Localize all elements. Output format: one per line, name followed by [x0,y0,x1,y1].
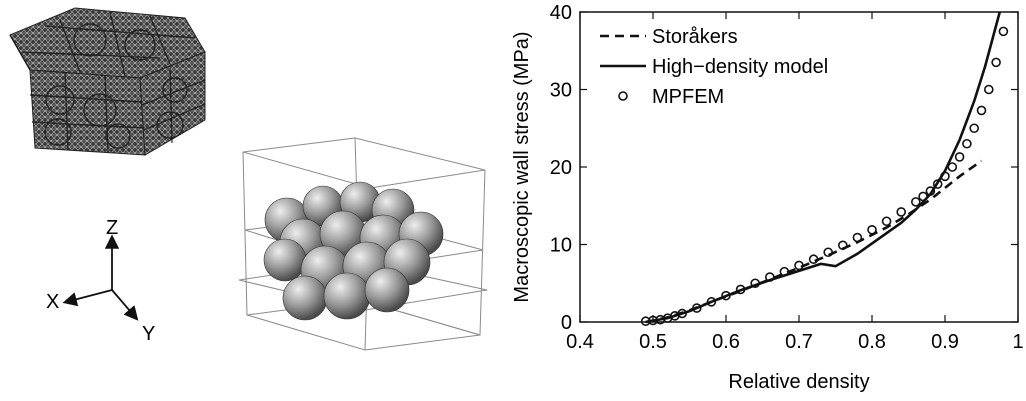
chart-legend: Storåkers High−density model MPFEM [600,26,828,108]
mpfem-point [721,290,731,301]
x-tick-label: 1 [1012,331,1023,353]
mpfem-point [852,232,863,243]
mpfem-point [983,84,994,95]
mpfem-point [910,197,921,207]
mpfem-point [962,138,972,149]
legend-label: Storåkers [652,26,738,48]
mpfem-point [969,123,980,134]
particle-packing-cell [225,130,500,385]
stress-density-chart: 0.4 0.5 0.6 0.7 0.8 0.9 1 0 10 20 30 40 Storåkers Hi… [500,0,1026,396]
x-tick-label: 0.6 [712,331,740,353]
mpfem-point [940,171,950,182]
mpfem-point [735,284,746,295]
y-tick-label: 0 [561,312,572,334]
coordinate-triad: Z X Y [30,210,180,350]
z-axis-label: Z [106,217,118,239]
mpfem-point [794,260,804,271]
y-axis-label: Y [142,323,155,345]
x-tick-label: 0.4 [566,331,594,353]
y-tick-label: 20 [550,157,572,179]
mpfem-point [779,266,790,277]
mpfem-point [881,216,892,227]
mpfem-point [976,105,987,116]
legend-marker [618,91,628,101]
meshed-compact-image [0,0,230,170]
y-tick-label: 30 [550,80,572,102]
mpfem-point [677,308,687,319]
mpfem-point [823,247,834,258]
legend-label: MPFEM [652,86,724,108]
y-tick-label: 40 [550,2,572,24]
mpfem-point [925,186,936,196]
mpfem-point [764,272,775,282]
mpfem-point [837,240,848,251]
x-tick-label: 0.5 [639,331,667,353]
sphere-cluster [263,181,444,321]
mpfem-point [918,191,928,202]
mpfem-point [947,162,958,172]
mpfem-point [706,297,717,307]
compact-side-face [139,51,206,156]
particle-boundaries [9,11,206,153]
legend-label: High−density model [652,56,828,78]
x-axis-arrow [62,289,113,307]
y-axis-title: Macroscopic wall stress (MPa) [511,31,533,302]
mpfem-point [954,152,965,162]
mpfem-point [867,224,877,235]
mpfem-point [692,303,702,313]
y-tick-label: 10 [550,235,572,257]
mpfem-point [998,26,1009,37]
mpfem-point [808,254,819,265]
x-tick-label: 0.7 [785,331,813,353]
mpfem-point [991,57,1001,68]
x-axis-title: Relative density [728,371,869,393]
mpfem-point [932,179,943,189]
storakers-line [645,159,983,324]
mpfem-point [750,278,760,289]
x-tick-label: 0.9 [931,331,959,353]
mpfem-point [896,207,907,217]
x-tick-label: 0.8 [858,331,886,353]
high-density-line [645,11,1002,324]
y-axis-arrow [111,289,139,321]
x-axis-label: X [46,291,59,313]
